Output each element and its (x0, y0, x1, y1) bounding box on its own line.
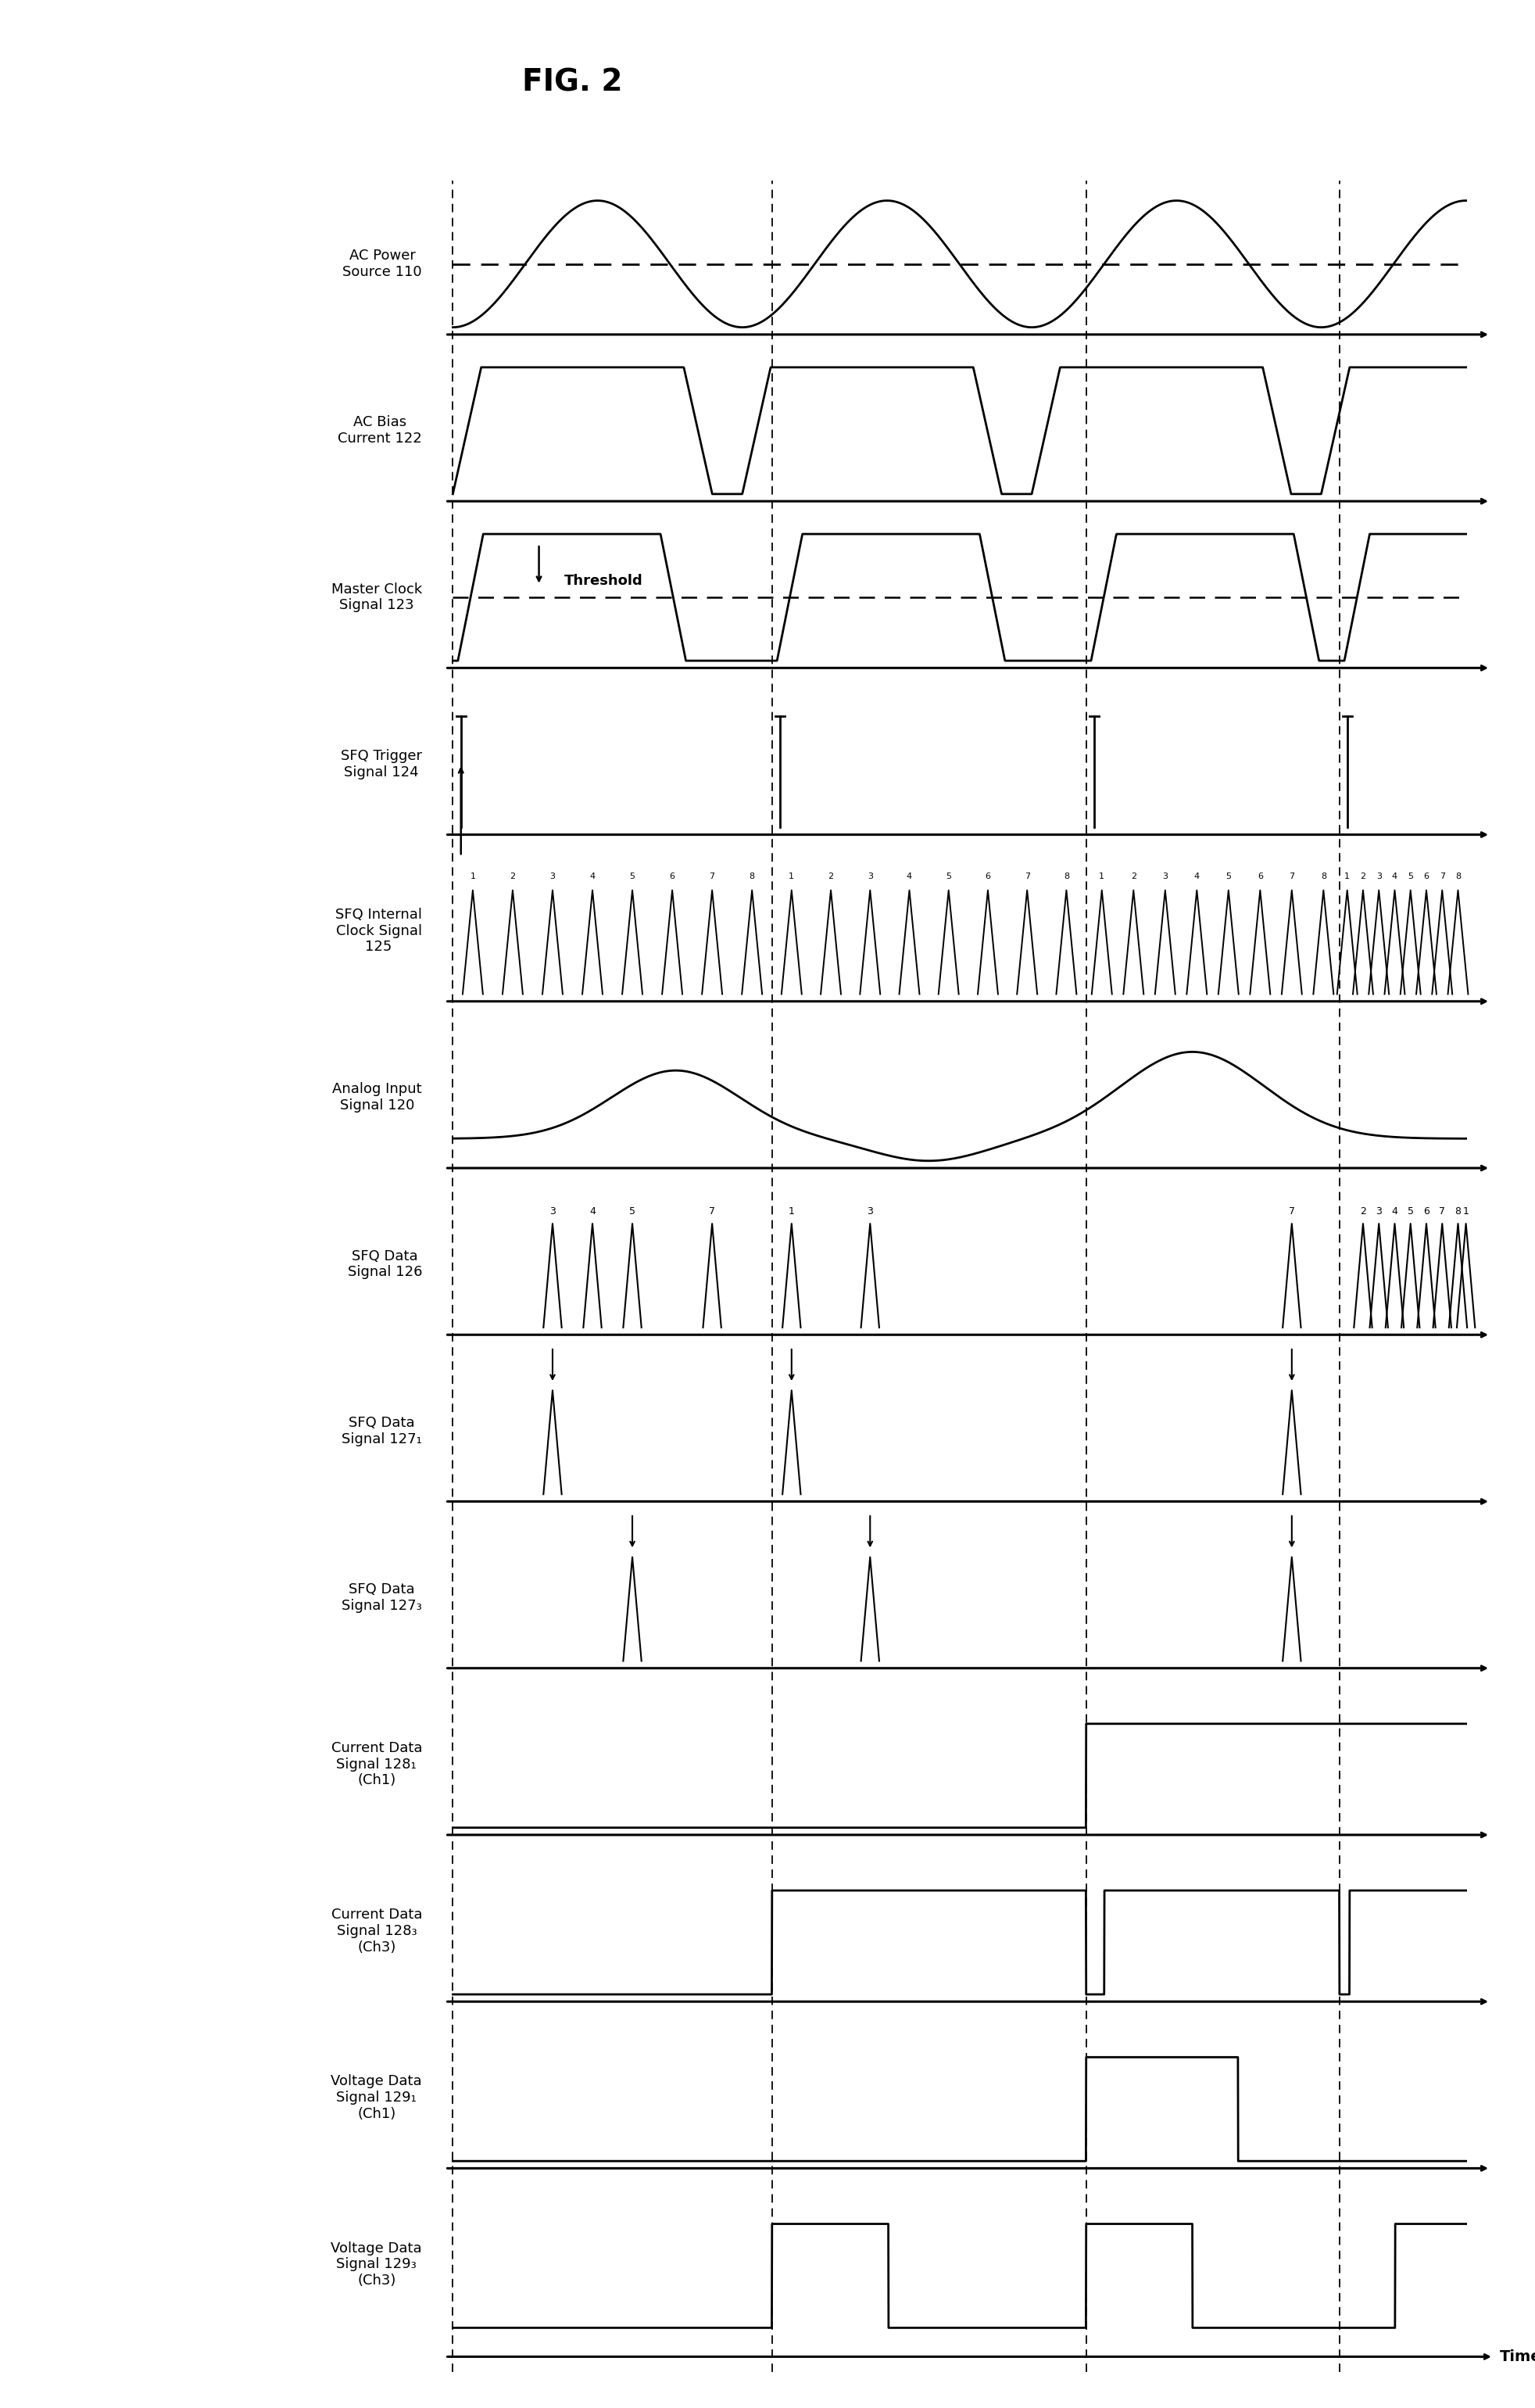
Text: 5: 5 (1408, 872, 1414, 881)
Text: 8: 8 (1455, 872, 1461, 881)
Text: 1: 1 (1463, 1206, 1469, 1216)
Text: Current Data
Signal 128₁
(Ch1): Current Data Signal 128₁ (Ch1) (332, 1741, 422, 1787)
Text: 7: 7 (709, 1206, 715, 1216)
Text: Time: Time (1500, 2350, 1535, 2365)
Text: 7: 7 (1024, 872, 1030, 881)
Text: 4: 4 (1194, 872, 1200, 881)
Text: 4: 4 (1392, 1206, 1398, 1216)
Text: 5: 5 (946, 872, 952, 881)
Text: SFQ Internal
Clock Signal
125: SFQ Internal Clock Signal 125 (335, 908, 422, 954)
Text: Current Data
Signal 128₃
(Ch3): Current Data Signal 128₃ (Ch3) (332, 1907, 422, 1955)
Text: 7: 7 (1289, 872, 1294, 881)
Text: Master Clock
Signal 123: Master Clock Signal 123 (332, 583, 422, 612)
Text: 2: 2 (1131, 872, 1136, 881)
Text: 2: 2 (1360, 872, 1366, 881)
Text: 6: 6 (1257, 872, 1263, 881)
Text: SFQ Data
Signal 127₁: SFQ Data Signal 127₁ (342, 1416, 422, 1447)
Text: 7: 7 (1440, 872, 1444, 881)
Text: 3: 3 (550, 1206, 556, 1216)
Text: 2: 2 (510, 872, 516, 881)
Text: 5: 5 (1226, 872, 1231, 881)
Text: Threshold: Threshold (565, 573, 643, 588)
Text: 6: 6 (1423, 872, 1429, 881)
Text: 3: 3 (1162, 872, 1168, 881)
Text: 3: 3 (867, 872, 873, 881)
Text: 3: 3 (867, 1206, 873, 1216)
Text: AC Bias
Current 122: AC Bias Current 122 (338, 417, 422, 445)
Text: 7: 7 (1289, 1206, 1296, 1216)
Text: 3: 3 (1375, 872, 1382, 881)
Text: 1: 1 (789, 1206, 795, 1216)
Text: 8: 8 (1455, 1206, 1461, 1216)
Text: SFQ Data
Signal 127₃: SFQ Data Signal 127₃ (342, 1582, 422, 1613)
Text: 5: 5 (1408, 1206, 1414, 1216)
Text: 7: 7 (709, 872, 715, 881)
Text: 8: 8 (749, 872, 755, 881)
Text: 1: 1 (789, 872, 794, 881)
Text: 4: 4 (589, 872, 596, 881)
Text: 6: 6 (1423, 1206, 1429, 1216)
Text: 3: 3 (550, 872, 556, 881)
Text: AC Power
Source 110: AC Power Source 110 (342, 248, 422, 279)
Text: SFQ Trigger
Signal 124: SFQ Trigger Signal 124 (341, 749, 422, 780)
Text: 2: 2 (1360, 1206, 1366, 1216)
Text: Voltage Data
Signal 129₁
(Ch1): Voltage Data Signal 129₁ (Ch1) (332, 2073, 422, 2121)
Text: 2: 2 (827, 872, 834, 881)
Text: 4: 4 (907, 872, 912, 881)
Text: 7: 7 (1438, 1206, 1446, 1216)
Text: 1: 1 (1345, 872, 1349, 881)
Text: 3: 3 (1375, 1206, 1382, 1216)
Text: 5: 5 (629, 1206, 635, 1216)
Text: 1: 1 (470, 872, 476, 881)
Text: 8: 8 (1320, 872, 1326, 881)
Text: Voltage Data
Signal 129₃
(Ch3): Voltage Data Signal 129₃ (Ch3) (332, 2242, 422, 2288)
Text: 1: 1 (1099, 872, 1105, 881)
Text: 6: 6 (669, 872, 675, 881)
Text: 4: 4 (1392, 872, 1397, 881)
Text: Analog Input
Signal 120: Analog Input Signal 120 (333, 1081, 422, 1112)
Text: 4: 4 (589, 1206, 596, 1216)
Text: 6: 6 (985, 872, 990, 881)
Text: FIG. 2: FIG. 2 (522, 67, 622, 96)
Text: 8: 8 (1064, 872, 1070, 881)
Text: 5: 5 (629, 872, 635, 881)
Text: SFQ Data
Signal 126: SFQ Data Signal 126 (347, 1250, 422, 1279)
